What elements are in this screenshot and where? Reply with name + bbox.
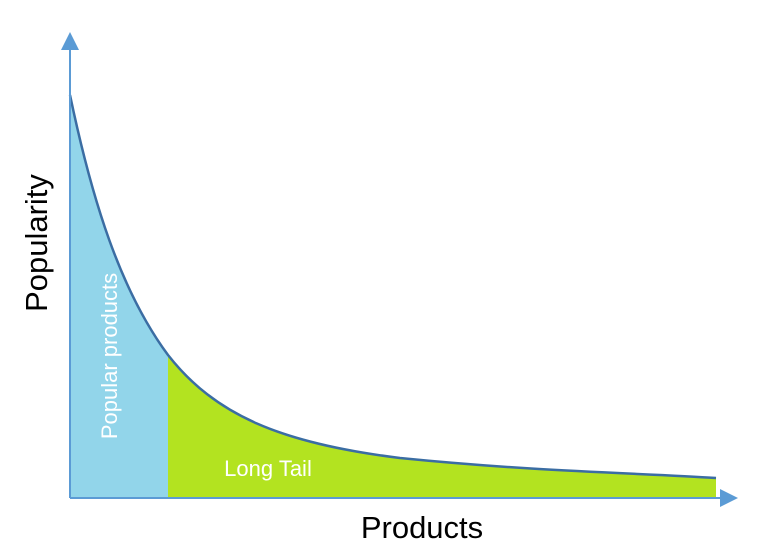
- popular-products-label: Popular products: [97, 272, 122, 440]
- x-axis-arrowhead: [720, 489, 738, 507]
- y-axis-arrowhead: [61, 32, 79, 50]
- popularity-curve: [68, 94, 717, 480]
- long-tail-region: [168, 355, 716, 498]
- x-axis-title: Products: [360, 510, 484, 545]
- long-tail-label: Long Tail: [224, 456, 312, 481]
- y-axis-title: Popularity: [19, 174, 54, 312]
